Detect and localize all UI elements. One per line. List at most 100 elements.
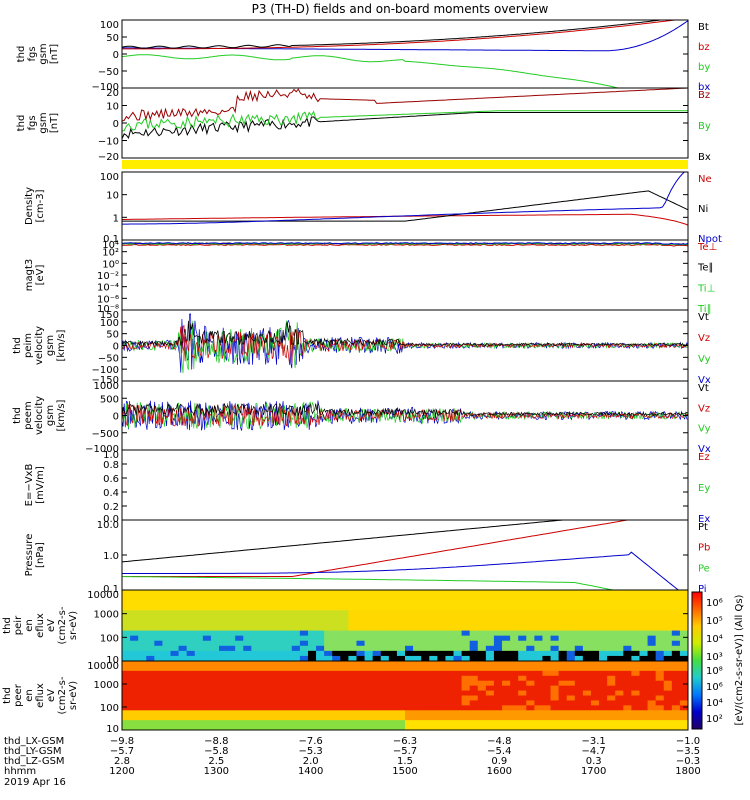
electron_spec-frame xyxy=(121,660,689,731)
ion_spec-pixel xyxy=(663,640,673,647)
ion_spec-pixel xyxy=(219,650,228,657)
ion_spec-pixel xyxy=(469,615,479,621)
ion_spec-pixel xyxy=(437,595,446,601)
electron_spec-pixel xyxy=(291,710,301,716)
electron_spec-pixel xyxy=(405,670,414,677)
electron_spec-pixel xyxy=(275,695,285,701)
ion_spec-pixel xyxy=(671,600,681,606)
electron_spec-pixel xyxy=(469,725,479,730)
electron_spec-pixel xyxy=(235,720,244,726)
ion_spec-pixel xyxy=(485,615,495,621)
fgs_gsm-tick-label: 50 xyxy=(106,33,119,44)
ion_spec-plot-area xyxy=(122,590,688,661)
ion_spec-pixel xyxy=(485,610,495,616)
ion_spec-pixel xyxy=(186,645,196,652)
fgs_gsm_zoom-tick-label: −10 xyxy=(98,137,119,148)
electron_spec-tick-label: 100 xyxy=(100,703,119,714)
fgs_gsm_zoom-ylabel-line: gsm xyxy=(38,112,49,133)
ion_spec-pixel xyxy=(429,610,438,616)
electron_spec-pixel xyxy=(186,670,196,677)
ion_spec-pixel xyxy=(510,655,519,661)
electron_spec-pixel xyxy=(607,665,616,672)
electron_spec-pixel xyxy=(574,675,584,682)
ion_spec-pixel xyxy=(534,620,543,626)
ion_velocity-legend-0: Vt xyxy=(698,312,709,323)
colorbar-upper-tick: 10³ xyxy=(706,652,723,663)
ion_spec-pixel xyxy=(210,595,220,601)
electron_velocity-ylabel-line: velocity xyxy=(34,396,45,435)
ion_spec-pixel xyxy=(259,650,269,657)
electron_spec-pixel xyxy=(356,715,366,721)
ion_spec-pixel xyxy=(267,610,277,616)
electron_spec-pixel xyxy=(219,675,228,682)
x-axis-value: 1700 xyxy=(581,766,606,777)
ion_spec-pixel xyxy=(388,595,398,601)
ion_spec-pixel xyxy=(590,610,600,616)
ion_spec-pixel xyxy=(162,615,172,621)
electron_spec-pixel xyxy=(388,710,398,716)
electron_spec-pixel xyxy=(170,680,180,687)
ion_spec-pixel xyxy=(372,625,382,632)
fgs_gsm-ylabel-line: [nT] xyxy=(49,44,60,64)
electron_spec-pixel xyxy=(453,680,463,687)
ion_spec-pixel xyxy=(178,610,188,616)
electron_spec-pixel xyxy=(510,685,519,692)
electron_spec-pixel xyxy=(623,715,632,721)
x-axis-value: 2.5 xyxy=(208,756,224,767)
electron_spec-pixel xyxy=(348,670,357,677)
electron_spec-pixel xyxy=(493,690,503,696)
electron_spec-pixel xyxy=(639,725,649,730)
electron_spec-pixel xyxy=(485,680,495,687)
ion_spec-pixel xyxy=(590,595,600,601)
electron_spec-pixel xyxy=(413,710,422,716)
ion_spec-pixel xyxy=(405,620,414,626)
ion_spec-pixel xyxy=(655,645,665,652)
electron_spec-pixel xyxy=(162,710,172,716)
electron_spec-pixel xyxy=(372,725,382,730)
ion_spec-pixel xyxy=(671,590,681,596)
series-by xyxy=(122,54,621,88)
ion_spec-pixel xyxy=(623,640,632,647)
ion_spec-pixel xyxy=(299,605,309,611)
electron_spec-pixel xyxy=(227,715,236,721)
electron_spec-pixel xyxy=(469,710,479,716)
electron_spec-pixel xyxy=(210,661,220,667)
ion_spec-pixel xyxy=(518,630,527,637)
ion_spec-pixel xyxy=(186,590,196,596)
ion_velocity-legend-2: Vy xyxy=(698,354,711,365)
electron_spec-pixel xyxy=(332,670,341,677)
electron_spec-pixel xyxy=(364,700,374,706)
ion_spec-pixel xyxy=(243,650,252,657)
ion_spec-pixel xyxy=(437,650,446,657)
fgs_gsm-tick-label: 0 xyxy=(113,50,119,61)
electron_spec-pixel xyxy=(396,685,406,692)
ion_spec-pixel xyxy=(332,640,341,647)
ion_spec-pixel xyxy=(356,590,366,596)
ion_spec-pixel xyxy=(356,655,366,661)
electron_spec-pixel xyxy=(316,710,325,716)
ion_spec-pixel xyxy=(413,605,422,611)
ion_spec-pixel xyxy=(623,655,632,661)
electron_spec-pixel xyxy=(275,675,285,682)
ion_spec-pixel xyxy=(639,605,649,611)
ion_spec-pixel xyxy=(219,635,228,642)
electron_spec-pixel xyxy=(138,715,147,721)
electron_spec-pixel xyxy=(526,725,535,730)
x-axis-row-label: thd_LY-GSM xyxy=(4,746,61,757)
ion_spec-pixel xyxy=(429,635,438,642)
electron_spec-pixel xyxy=(130,690,139,696)
x-axis-row-label: thd_LZ-GSM xyxy=(4,756,65,767)
fgs_gsm_zoom-tick-label: −20 xyxy=(98,152,119,163)
electron_spec-pixel xyxy=(388,715,398,721)
ion_spec-pixel xyxy=(663,645,673,652)
ion_spec-pixel xyxy=(421,610,430,616)
electron_spec-pixel xyxy=(510,661,519,667)
ion_spec-pixel xyxy=(251,600,260,606)
ion_spec-pixel xyxy=(146,595,155,601)
electron_spec-pixel xyxy=(299,710,309,716)
electron_spec-pixel xyxy=(275,710,285,716)
ion_spec-pixel xyxy=(219,595,228,601)
ion_spec-pixel xyxy=(340,635,349,642)
ion_spec-pixel xyxy=(194,605,204,611)
ion_spec-pixel xyxy=(235,605,244,611)
